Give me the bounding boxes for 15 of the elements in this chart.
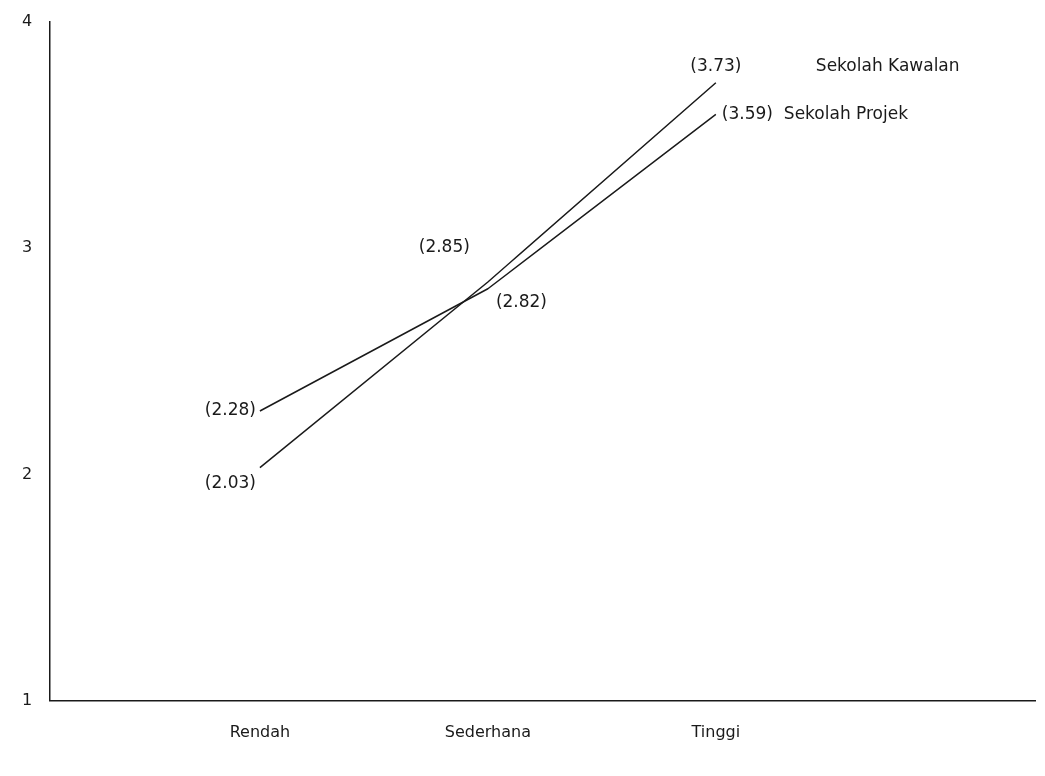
data-label: (2.82) — [495, 291, 547, 312]
y-tick-label: 2 — [21, 463, 33, 483]
text: Sekolah Projek — [783, 102, 909, 123]
data-label: (3.73) — [690, 55, 742, 76]
data-label: (2.85) — [418, 236, 470, 257]
y-tick-label: 3 — [21, 237, 33, 257]
x-tick-label: Sederhana — [444, 721, 531, 741]
x-tick-label: Tinggi — [690, 721, 741, 741]
data-label: (2.03) — [204, 472, 256, 493]
y-tick-label: 1 — [21, 689, 33, 709]
data-label: (3.59) — [721, 102, 773, 123]
data-label: (2.28) — [204, 399, 256, 420]
y-tick-label: 4 — [21, 10, 33, 30]
text: Sekolah Kawalan — [815, 55, 960, 76]
x-tick-label: Rendah — [229, 721, 291, 741]
